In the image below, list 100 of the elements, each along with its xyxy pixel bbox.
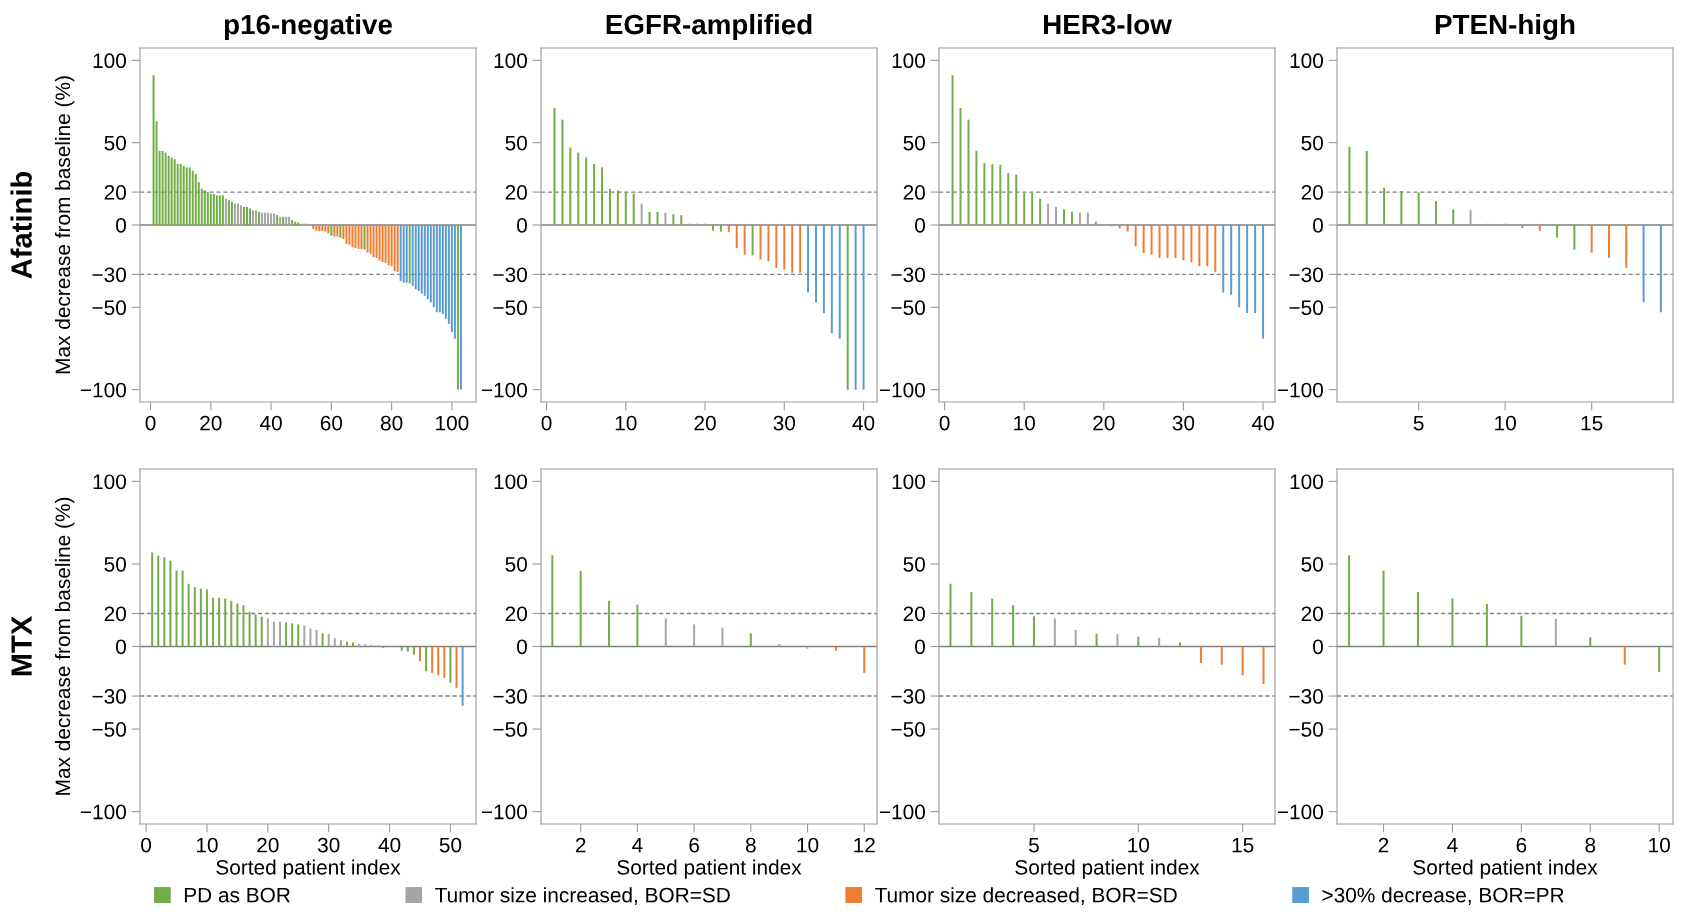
bar: [775, 225, 778, 268]
x-tick-label: 100: [436, 415, 469, 431]
y-tick-label: −100: [80, 382, 126, 398]
x-tick-label: 8: [1585, 837, 1596, 853]
bar: [1469, 210, 1472, 225]
y-axis-title: Max decrease from baseline (%): [54, 497, 75, 795]
bar: [1434, 201, 1437, 225]
bar: [303, 625, 306, 647]
bar: [375, 225, 378, 258]
y-tick-label: −50: [92, 300, 126, 316]
bar: [291, 623, 294, 647]
bar: [1556, 225, 1559, 238]
bar: [719, 225, 722, 232]
bar: [279, 621, 281, 647]
x-tick-label: 30: [317, 837, 340, 853]
bar: [783, 225, 786, 270]
bar: [449, 646, 452, 683]
y-tick-label: −30: [493, 267, 527, 283]
y-tick-label: 100: [93, 474, 126, 490]
bar: [167, 155, 170, 225]
y-tick-label: 50: [505, 135, 527, 151]
bar: [727, 225, 730, 233]
y-tick-label: 20: [903, 185, 925, 200]
bar: [806, 646, 809, 649]
x-tick-label: 40: [378, 837, 401, 853]
bar: [248, 208, 251, 225]
bar: [393, 225, 396, 272]
bar: [1623, 646, 1626, 665]
bar: [1166, 225, 1169, 258]
bar: [438, 225, 441, 313]
text: MTX: [11, 615, 32, 676]
y-tick-label: 50: [903, 135, 925, 151]
bar: [193, 587, 196, 647]
bar: [423, 225, 426, 296]
bar: [384, 225, 387, 263]
bar: [417, 225, 420, 291]
bar: [339, 640, 342, 647]
bar: [1262, 646, 1265, 684]
bar: [616, 190, 619, 225]
bar: [1417, 192, 1420, 225]
x-tick-label: 40: [852, 415, 875, 431]
bar: [324, 225, 327, 232]
bar: [1521, 225, 1524, 228]
bar: [664, 212, 667, 225]
bar: [288, 216, 291, 225]
bar: [272, 621, 275, 647]
bar: [203, 190, 206, 225]
bar: [1039, 198, 1042, 225]
bar: [1254, 225, 1257, 314]
chart-title: EGFR-amplified: [606, 13, 812, 40]
bar: [967, 119, 970, 225]
bar: [1520, 615, 1523, 647]
bar: [206, 192, 209, 225]
bar: [1150, 225, 1153, 255]
bar: [1158, 637, 1161, 647]
y-tick-label: 0: [1313, 218, 1323, 233]
y-tick-label: −30: [1289, 689, 1323, 704]
bar: [443, 646, 446, 678]
bar: [951, 75, 954, 225]
bar: [378, 225, 381, 261]
bar: [1116, 634, 1119, 647]
bar: [1365, 150, 1368, 225]
y-tick-label: 0: [915, 218, 925, 233]
bar: [1589, 637, 1592, 647]
bar: [854, 225, 857, 390]
bar: [358, 643, 361, 647]
bar: [1174, 225, 1177, 258]
legend-label: Tumor size decreased, BOR=SD: [875, 887, 1177, 905]
bar: [205, 589, 208, 647]
bar: [354, 225, 357, 249]
bar: [321, 225, 324, 231]
bar: [1642, 225, 1645, 303]
y-tick-label: 20: [104, 185, 126, 200]
bar: [461, 646, 464, 706]
bar: [157, 555, 160, 647]
bar: [999, 164, 1002, 225]
x-tick-label: 30: [773, 415, 796, 431]
x-tick-label: 0: [939, 415, 950, 431]
bar: [1348, 146, 1351, 225]
x-tick-label: 10: [797, 837, 819, 853]
bar: [309, 628, 312, 647]
bar: [1007, 173, 1010, 225]
bar: [151, 552, 154, 647]
bar: [680, 215, 683, 225]
bar: [636, 604, 639, 647]
bar: [181, 570, 184, 647]
y-tick-label: −50: [1289, 300, 1323, 316]
bar: [778, 643, 781, 647]
bar: [664, 618, 667, 647]
x-tick-label: 20: [200, 415, 222, 431]
bar: [381, 225, 384, 263]
y-tick-label: 20: [505, 606, 527, 622]
bar: [1070, 211, 1073, 225]
y-tick-label: −50: [493, 300, 527, 316]
bar: [632, 193, 635, 225]
bar: [1348, 555, 1351, 647]
bar: [1182, 225, 1185, 261]
bar: [161, 150, 164, 225]
bar: [345, 225, 348, 244]
y-tick-label: 50: [903, 556, 925, 572]
